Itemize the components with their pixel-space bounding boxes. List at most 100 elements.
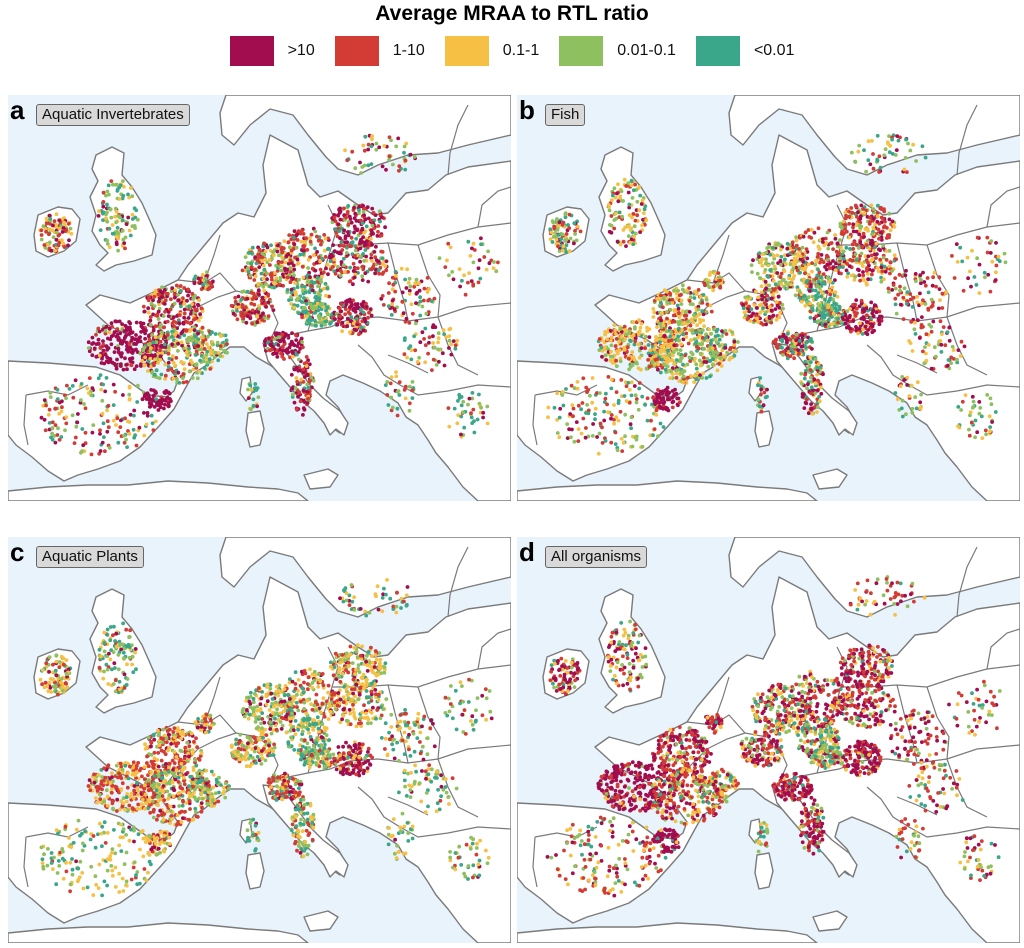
site-point (44, 229, 48, 234)
site-point (376, 259, 381, 264)
site-point (868, 241, 873, 246)
site-point (377, 267, 381, 272)
site-point (476, 280, 481, 285)
site-point (718, 356, 723, 360)
site-point (732, 342, 737, 347)
country-border (25, 384, 89, 396)
site-point (325, 262, 330, 267)
site-point (104, 193, 108, 198)
site-point (856, 331, 861, 336)
site-point (152, 304, 157, 308)
site-point (670, 297, 675, 302)
site-point (851, 222, 856, 227)
site-point (100, 398, 105, 403)
site-point (829, 241, 834, 245)
site-point (615, 349, 619, 353)
site-point (808, 368, 813, 372)
site-point (347, 244, 352, 249)
site-point (857, 304, 862, 309)
site-point (396, 389, 401, 393)
site-point (704, 332, 708, 337)
site-point (185, 298, 189, 303)
site-point (815, 365, 820, 370)
site-point (194, 339, 199, 344)
site-point (142, 411, 146, 415)
site-point (804, 247, 809, 252)
site-point (700, 376, 705, 380)
site-point (836, 252, 841, 256)
site-point (447, 338, 452, 343)
site-point (878, 230, 883, 235)
site-point (57, 232, 62, 237)
site-point (472, 430, 477, 435)
site-point (174, 283, 179, 288)
site-point (800, 394, 805, 399)
site-point (134, 333, 138, 337)
site-point (204, 353, 209, 357)
site-point (272, 271, 277, 275)
site-point (151, 347, 156, 352)
site-point (871, 314, 876, 318)
site-point (132, 435, 137, 440)
site-point (746, 316, 750, 321)
site-point (148, 323, 153, 327)
site-point (176, 370, 181, 375)
site-point (300, 284, 305, 289)
site-point (301, 306, 306, 311)
site-point (114, 182, 118, 187)
site-point (714, 340, 719, 345)
site-point (198, 315, 203, 320)
site-point (161, 398, 165, 403)
site-point (363, 319, 368, 324)
site-point (876, 269, 881, 274)
site-point (668, 291, 672, 296)
site-point (809, 360, 813, 364)
site-point (776, 294, 781, 299)
site-point (875, 211, 880, 215)
site-point (861, 270, 865, 274)
site-point (166, 403, 171, 408)
site-point (879, 205, 883, 210)
site-point (302, 375, 307, 379)
site-point (182, 333, 187, 338)
site-point (808, 315, 813, 320)
site-point (685, 362, 690, 367)
landmass-sicily (303, 468, 339, 490)
site-point (278, 264, 282, 269)
site-point (259, 282, 264, 287)
site-point (393, 269, 398, 274)
site-point (150, 397, 155, 402)
site-point (291, 263, 296, 268)
site-point (153, 357, 158, 362)
site-point (149, 346, 153, 350)
site-point (410, 396, 415, 400)
site-point (836, 320, 840, 325)
site-point (672, 308, 677, 312)
site-point (277, 335, 281, 340)
site-point (304, 360, 309, 365)
site-point (792, 356, 796, 361)
site-point (295, 379, 300, 384)
site-point (148, 318, 153, 323)
site-point (614, 337, 619, 341)
site-point (296, 341, 301, 346)
site-point (422, 337, 426, 341)
site-point (373, 255, 378, 260)
site-point (494, 269, 499, 274)
site-point (323, 255, 328, 259)
site-point (394, 370, 398, 374)
site-point (671, 313, 676, 318)
site-point (101, 204, 106, 209)
site-point (167, 365, 171, 369)
site-point (667, 353, 672, 357)
site-point (677, 311, 681, 315)
site-point (665, 364, 670, 369)
site-point (269, 347, 274, 352)
site-point (385, 393, 390, 397)
site-point (880, 269, 884, 274)
site-point (857, 228, 862, 233)
site-point (432, 296, 437, 301)
site-point (785, 246, 790, 251)
site-point (179, 340, 184, 345)
site-point (692, 380, 697, 384)
